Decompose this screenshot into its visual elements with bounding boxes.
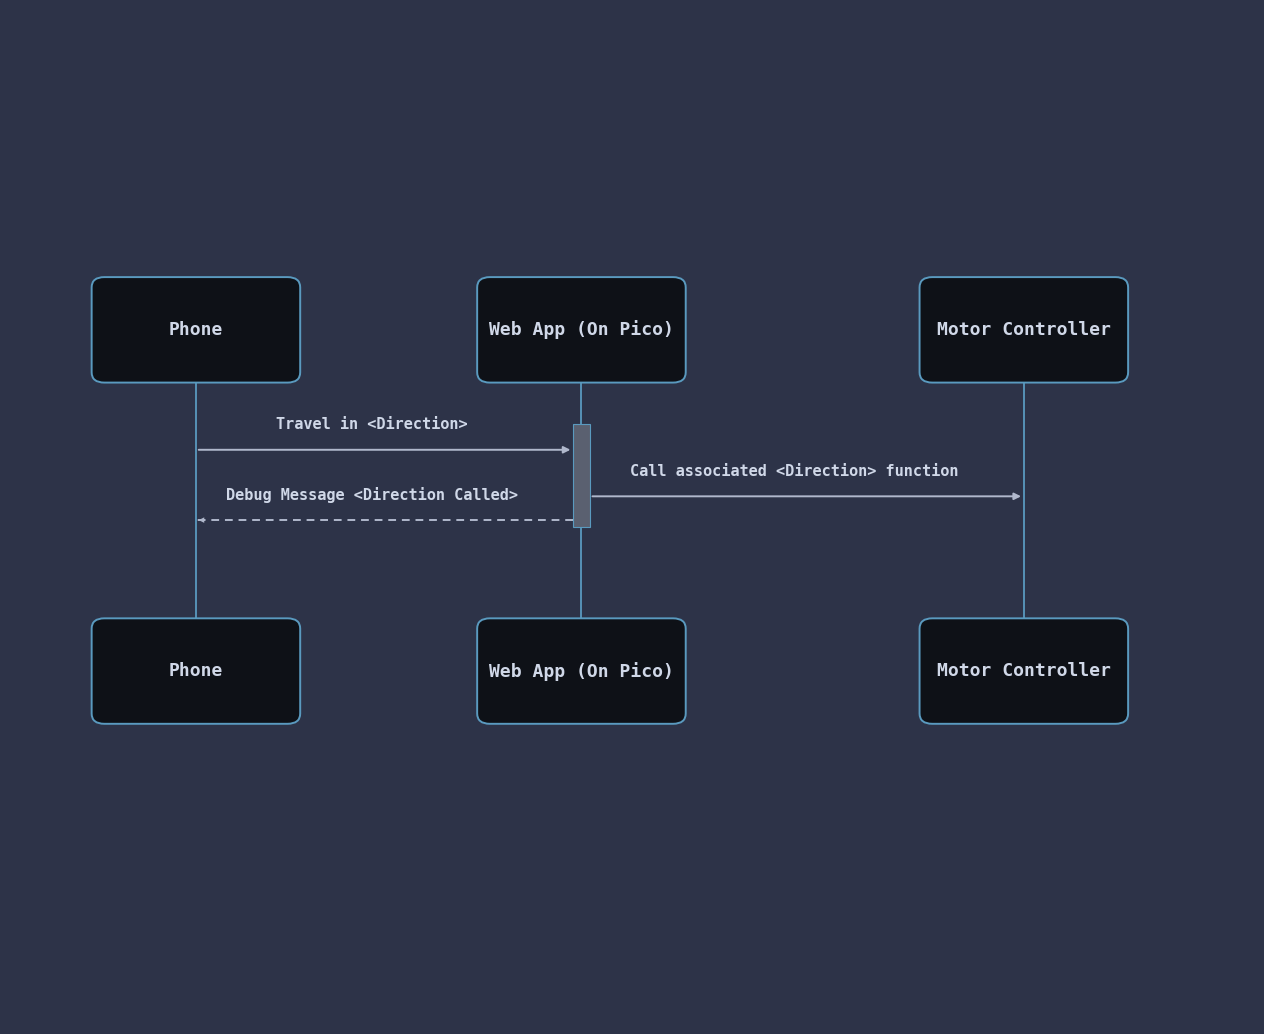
FancyBboxPatch shape [92, 277, 301, 383]
FancyBboxPatch shape [478, 618, 685, 724]
Text: Motor Controller: Motor Controller [937, 662, 1111, 680]
FancyBboxPatch shape [920, 277, 1129, 383]
Text: Motor Controller: Motor Controller [937, 321, 1111, 339]
Text: Call associated <Direction> function: Call associated <Direction> function [629, 463, 958, 479]
Text: Debug Message <Direction Called>: Debug Message <Direction Called> [226, 487, 518, 503]
Text: Web App (On Pico): Web App (On Pico) [489, 662, 674, 680]
Text: Travel in <Direction>: Travel in <Direction> [276, 417, 468, 432]
Text: Phone: Phone [168, 321, 224, 339]
FancyBboxPatch shape [478, 277, 685, 383]
Text: Web App (On Pico): Web App (On Pico) [489, 321, 674, 339]
Text: Phone: Phone [168, 662, 224, 680]
FancyBboxPatch shape [574, 424, 589, 527]
FancyBboxPatch shape [920, 618, 1129, 724]
FancyBboxPatch shape [92, 618, 301, 724]
